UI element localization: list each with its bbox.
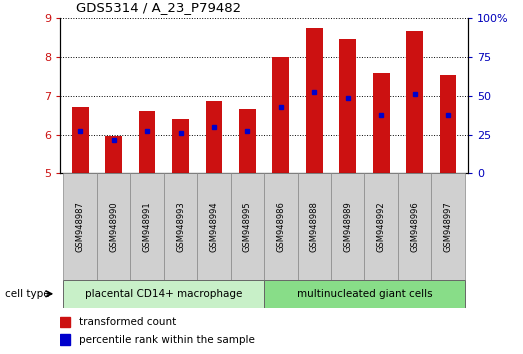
Text: transformed count: transformed count xyxy=(78,318,176,327)
Bar xyxy=(298,173,331,280)
Bar xyxy=(306,28,323,173)
Text: placental CD14+ macrophage: placental CD14+ macrophage xyxy=(85,289,243,299)
Bar xyxy=(139,111,155,173)
Bar xyxy=(72,107,88,173)
Bar xyxy=(197,173,231,280)
Bar xyxy=(264,280,465,308)
Text: GSM948992: GSM948992 xyxy=(377,201,385,252)
Text: GSM948996: GSM948996 xyxy=(410,201,419,252)
Bar xyxy=(440,75,457,173)
Text: GSM948988: GSM948988 xyxy=(310,201,319,252)
Bar xyxy=(63,173,97,280)
Bar xyxy=(239,109,256,173)
Text: GSM948990: GSM948990 xyxy=(109,201,118,252)
Text: percentile rank within the sample: percentile rank within the sample xyxy=(78,335,254,345)
Bar xyxy=(406,31,423,173)
Bar xyxy=(164,173,197,280)
Bar xyxy=(206,101,222,173)
Bar xyxy=(97,173,130,280)
Text: GSM948987: GSM948987 xyxy=(76,201,85,252)
Text: GSM948994: GSM948994 xyxy=(209,201,219,252)
Text: cell type: cell type xyxy=(5,289,50,299)
Bar xyxy=(63,280,264,308)
Bar xyxy=(331,173,365,280)
Bar xyxy=(130,173,164,280)
Text: GSM948989: GSM948989 xyxy=(343,201,352,252)
Bar xyxy=(339,39,356,173)
Text: GSM948995: GSM948995 xyxy=(243,201,252,252)
Text: GSM948997: GSM948997 xyxy=(444,201,452,252)
Bar xyxy=(398,173,431,280)
Bar xyxy=(365,173,398,280)
Bar xyxy=(231,173,264,280)
Bar xyxy=(431,173,465,280)
Text: GDS5314 / A_23_P79482: GDS5314 / A_23_P79482 xyxy=(76,1,241,14)
Text: multinucleated giant cells: multinucleated giant cells xyxy=(297,289,432,299)
Text: GSM948991: GSM948991 xyxy=(143,201,152,252)
Bar xyxy=(272,57,289,173)
Bar xyxy=(172,119,189,173)
Text: GSM948993: GSM948993 xyxy=(176,201,185,252)
Text: GSM948986: GSM948986 xyxy=(276,201,286,252)
Bar xyxy=(105,136,122,173)
Bar xyxy=(60,334,70,345)
Bar xyxy=(264,173,298,280)
Bar xyxy=(60,316,70,327)
Bar xyxy=(373,73,390,173)
